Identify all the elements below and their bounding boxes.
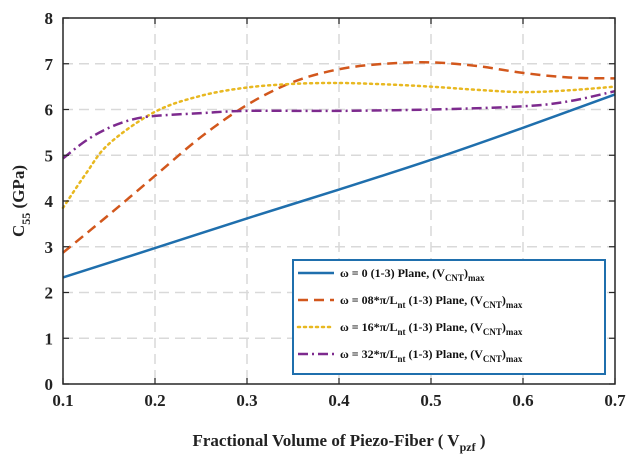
y-axis-title: C55 (GPa) bbox=[9, 165, 33, 237]
x-tick-label: 0.4 bbox=[328, 391, 350, 410]
y-axis-title-sub: 55 bbox=[19, 213, 33, 225]
y-tick-labels: 0 1 2 3 4 5 6 7 8 bbox=[45, 9, 54, 394]
x-tick-label: 0.7 bbox=[604, 391, 626, 410]
y-tick-label: 3 bbox=[45, 238, 54, 257]
y-axis-title-main: C bbox=[9, 225, 28, 237]
y-tick-label: 8 bbox=[45, 9, 54, 28]
x-axis-title-sub: pzf bbox=[460, 440, 477, 454]
x-axis-title-tail: ) bbox=[476, 431, 486, 450]
x-axis-title-main: Fractional Volume of Piezo-Fiber ( V bbox=[193, 431, 461, 450]
legend-label-2: ω = 08*π/Lnt (1-3) Plane, (VCNT)max bbox=[340, 293, 523, 310]
series-line-1 bbox=[62, 93, 616, 279]
y-tick-label: 1 bbox=[45, 329, 54, 348]
y-tick-label: 6 bbox=[45, 101, 54, 120]
series-line-2 bbox=[62, 61, 616, 254]
x-tick-labels: 0.1 0.2 0.3 0.4 0.5 0.6 0.7 bbox=[52, 391, 626, 410]
series-line-3 bbox=[61, 81, 617, 210]
y-tick-label: 2 bbox=[45, 284, 54, 303]
x-tick-label: 0.2 bbox=[144, 391, 165, 410]
x-tick-label: 0.1 bbox=[52, 391, 73, 410]
y-tick-label: 4 bbox=[45, 192, 54, 211]
legend: ω = 0 (1-3) Plane, (VCNT)max ω = 08*π/Lnt… bbox=[292, 259, 606, 375]
y-axis-title-tail: (GPa) bbox=[9, 165, 28, 213]
series-lines bbox=[61, 61, 617, 279]
y-tick-label: 0 bbox=[45, 375, 54, 394]
x-tick-label: 0.5 bbox=[420, 391, 441, 410]
axis-ticks bbox=[62, 17, 616, 385]
y-tick-label: 5 bbox=[45, 146, 54, 165]
legend-label-1: ω = 0 (1-3) Plane, (VCNT)max bbox=[340, 266, 485, 283]
x-axis-title: Fractional Volume of Piezo-Fiber ( Vpzf … bbox=[193, 431, 486, 454]
x-tick-label: 0.3 bbox=[236, 391, 257, 410]
series-line-4 bbox=[62, 89, 616, 160]
y-tick-label: 7 bbox=[45, 55, 54, 74]
legend-box bbox=[292, 259, 606, 375]
x-tick-label: 0.6 bbox=[512, 391, 533, 410]
legend-label-4: ω = 32*π/Lnt (1-3) Plane, (VCNT)max bbox=[340, 347, 523, 364]
legend-label-3: ω = 16*π/Lnt (1-3) Plane, (VCNT)max bbox=[340, 320, 523, 337]
